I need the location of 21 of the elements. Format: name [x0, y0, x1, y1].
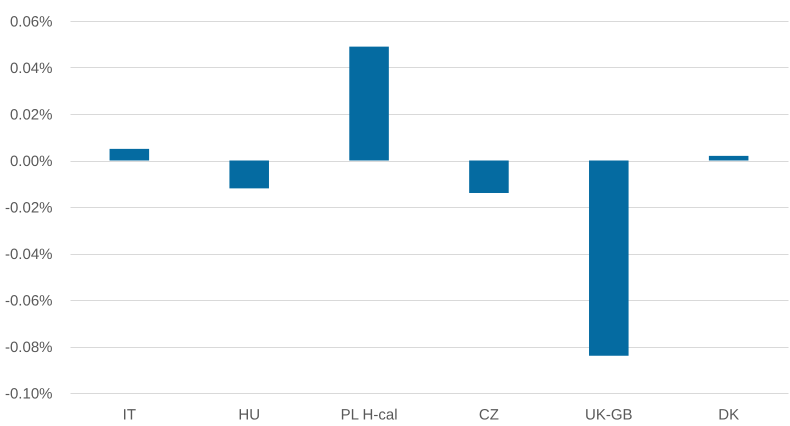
bar [110, 148, 150, 160]
x-tick-label: PL H-cal [340, 406, 398, 424]
x-tick-label: CZ [478, 406, 499, 424]
y-tick-label: 0.06% [10, 14, 52, 30]
bar [708, 156, 748, 160]
y-tick-label: -0.08% [4, 339, 52, 356]
x-tick-label: IT [122, 406, 136, 424]
y-tick-label: 0.00% [10, 153, 52, 170]
y-tick-label: -0.02% [4, 200, 52, 216]
bar [229, 160, 269, 188]
x-tick-label: HU [238, 406, 260, 424]
y-tick-label: 0.02% [10, 106, 52, 124]
y-tick-label: -0.04% [4, 246, 52, 263]
bar [349, 46, 389, 160]
bar [469, 160, 509, 194]
x-tick-label: UK-GB [585, 406, 633, 424]
bar [589, 160, 629, 356]
x-tick-label: DK [718, 406, 740, 424]
y-tick-label: 0.04% [10, 60, 52, 77]
y-tick-label: -0.06% [4, 292, 52, 310]
y-tick-label: -0.10% [4, 386, 52, 402]
